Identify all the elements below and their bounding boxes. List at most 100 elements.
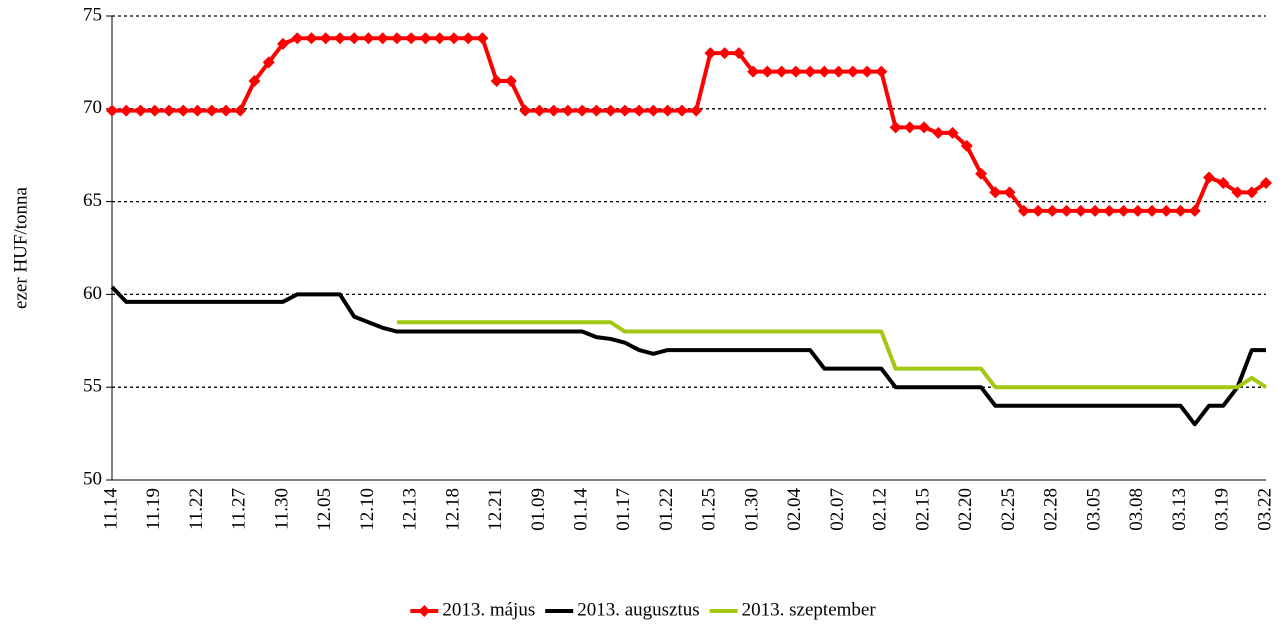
y-tick-label: 50 bbox=[83, 468, 102, 489]
series-marker bbox=[1146, 204, 1159, 217]
series-marker bbox=[1260, 177, 1272, 190]
y-tick-label: 60 bbox=[83, 283, 102, 304]
series-marker bbox=[1117, 204, 1130, 217]
series-marker bbox=[1131, 204, 1144, 217]
y-tick-label: 65 bbox=[83, 190, 102, 211]
x-tick-label: 12.10 bbox=[357, 488, 378, 531]
series-marker bbox=[1203, 171, 1216, 184]
x-tick-label: 01.25 bbox=[699, 488, 720, 531]
legend-marker bbox=[418, 605, 431, 617]
x-tick-label: 12.05 bbox=[314, 488, 335, 531]
x-tick-label: 12.21 bbox=[485, 488, 506, 531]
y-tick-label: 55 bbox=[83, 376, 102, 397]
series-marker bbox=[362, 32, 375, 45]
series-line bbox=[396, 320, 1268, 390]
x-tick-label: 11.27 bbox=[229, 488, 250, 530]
series-marker bbox=[348, 32, 361, 45]
series-marker bbox=[1231, 186, 1244, 199]
series-marker bbox=[1245, 186, 1258, 199]
series-marker bbox=[618, 104, 631, 117]
series-marker bbox=[960, 139, 973, 152]
series-marker bbox=[333, 32, 346, 45]
series-marker bbox=[875, 65, 888, 78]
series-marker bbox=[1046, 204, 1059, 217]
x-tick-label: 12.13 bbox=[400, 488, 421, 531]
legend-label: 2013. május bbox=[442, 599, 535, 620]
series-marker bbox=[376, 32, 389, 45]
series-marker bbox=[476, 32, 489, 45]
series-marker bbox=[262, 56, 275, 69]
series-marker bbox=[106, 104, 118, 117]
series-marker bbox=[305, 32, 318, 45]
series-marker bbox=[148, 104, 161, 117]
series-marker bbox=[661, 104, 674, 117]
x-tick-label: 03.05 bbox=[1083, 488, 1104, 531]
series-marker bbox=[1174, 204, 1187, 217]
series-marker bbox=[604, 104, 617, 117]
series-marker bbox=[561, 104, 574, 117]
series-marker bbox=[690, 104, 703, 117]
x-tick-label: 03.19 bbox=[1212, 488, 1233, 531]
x-tick-label: 02.04 bbox=[784, 488, 805, 531]
x-tick-label: 01.14 bbox=[571, 488, 592, 531]
series-marker bbox=[1103, 204, 1116, 217]
series-marker bbox=[319, 32, 332, 45]
x-tick-label: 11.19 bbox=[143, 488, 164, 530]
series-marker bbox=[818, 65, 831, 78]
series-marker bbox=[861, 65, 874, 78]
series-marker bbox=[1089, 204, 1102, 217]
series-marker bbox=[291, 32, 304, 45]
series-marker bbox=[134, 104, 147, 117]
series-marker bbox=[120, 104, 133, 117]
series-line bbox=[110, 285, 1266, 427]
series-marker bbox=[832, 65, 845, 78]
series-marker bbox=[205, 104, 218, 117]
x-tick-label: 02.15 bbox=[912, 488, 933, 531]
series-marker bbox=[889, 121, 902, 134]
legend-label: 2013. szeptember bbox=[742, 599, 877, 620]
series-line bbox=[112, 36, 1268, 213]
series-marker bbox=[975, 167, 988, 180]
series-marker bbox=[1017, 204, 1030, 217]
series-marker bbox=[718, 47, 731, 60]
y-tick-label: 75 bbox=[83, 4, 102, 25]
series-marker bbox=[419, 32, 432, 45]
x-tick-label: 03.13 bbox=[1169, 488, 1190, 531]
series-marker bbox=[704, 47, 717, 60]
series-marker bbox=[932, 126, 945, 139]
series-marker bbox=[590, 104, 603, 117]
x-tick-label: 02.25 bbox=[998, 488, 1019, 531]
series-marker bbox=[547, 104, 560, 117]
series-marker bbox=[433, 32, 446, 45]
series-marker bbox=[462, 32, 475, 45]
x-tick-label: 01.30 bbox=[741, 488, 762, 531]
x-tick-label: 03.08 bbox=[1126, 488, 1147, 531]
x-tick-label: 02.20 bbox=[955, 488, 976, 531]
series-marker bbox=[1160, 204, 1173, 217]
series-marker bbox=[405, 32, 418, 45]
series-marker bbox=[191, 104, 204, 117]
series-marker bbox=[789, 65, 802, 78]
series-marker bbox=[248, 74, 261, 87]
x-tick-label: 12.18 bbox=[442, 488, 463, 531]
series-marker bbox=[504, 74, 517, 87]
series-marker bbox=[162, 104, 175, 117]
x-tick-label: 02.12 bbox=[870, 488, 891, 531]
x-tick-label: 01.09 bbox=[528, 488, 549, 531]
series-marker bbox=[946, 126, 959, 139]
series-marker bbox=[1060, 204, 1073, 217]
series-marker bbox=[533, 104, 546, 117]
series-marker bbox=[390, 32, 403, 45]
x-tick-label: 11.30 bbox=[271, 488, 292, 530]
series-marker bbox=[918, 121, 931, 134]
x-tick-label: 01.22 bbox=[656, 488, 677, 531]
series-marker bbox=[747, 65, 760, 78]
series-marker bbox=[846, 65, 859, 78]
series-marker bbox=[1188, 204, 1201, 217]
series-marker bbox=[1074, 204, 1087, 217]
series-marker bbox=[761, 65, 774, 78]
series-marker bbox=[1003, 186, 1016, 199]
series-marker bbox=[177, 104, 190, 117]
x-tick-label: 11.22 bbox=[186, 488, 207, 530]
